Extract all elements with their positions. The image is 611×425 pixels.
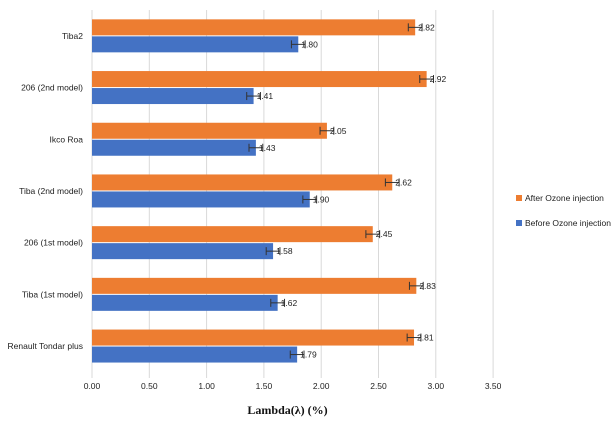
- data-label: 2.62: [395, 177, 412, 187]
- x-tick-label: 0.00: [84, 381, 101, 391]
- category-label: Tiba2: [62, 31, 83, 41]
- data-label: 2.45: [376, 229, 393, 239]
- data-label: 2.82: [418, 22, 435, 32]
- x-tick-label: 3.50: [485, 381, 502, 391]
- category-label: 206 (2nd model): [21, 83, 83, 93]
- x-tick-label: 2.50: [370, 381, 387, 391]
- category-label: 206 (1st model): [24, 238, 83, 248]
- bar: [92, 19, 416, 36]
- data-label: 1.79: [300, 350, 317, 360]
- category-label: Tiba (2nd model): [19, 186, 83, 196]
- bar: [92, 122, 327, 139]
- category-label: Renault Tondar plus: [8, 341, 83, 351]
- x-axis-title: Lambda(λ) (%): [247, 403, 327, 417]
- data-label: 1.43: [259, 143, 276, 153]
- data-label: 2.92: [430, 74, 447, 84]
- x-tick-label: 3.00: [428, 381, 445, 391]
- legend-label: Before Ozone injection: [525, 218, 611, 228]
- legend: After Ozone injection Before Ozone inject…: [516, 193, 611, 228]
- data-label: 1.41: [257, 91, 274, 101]
- data-label: 2.83: [419, 281, 436, 291]
- legend-label: After Ozone injection: [525, 193, 604, 203]
- bars: [92, 19, 435, 363]
- bar: [92, 294, 278, 311]
- data-label: 1.80: [301, 39, 318, 49]
- data-label: 2.05: [330, 126, 347, 136]
- x-tick-label: 0.50: [141, 381, 158, 391]
- bar: [92, 329, 415, 346]
- bar: [92, 71, 427, 88]
- x-tick-label: 1.00: [198, 381, 215, 391]
- data-label: 2.81: [417, 333, 434, 343]
- labels: 0.00 0.50 1.00 1.50 2.00 2.50 3.00 3.50 Tiba2 2.8…: [8, 22, 502, 391]
- bar: [92, 174, 393, 191]
- data-label: 1.90: [313, 194, 330, 204]
- bar: [92, 139, 256, 156]
- bar: [92, 243, 274, 260]
- category-label: Tiba (1st model): [22, 289, 83, 299]
- bar: [92, 88, 254, 105]
- data-label: 1.58: [276, 246, 293, 256]
- legend-swatch: [516, 220, 522, 226]
- x-tick-label: 1.50: [256, 381, 273, 391]
- bar: [92, 346, 298, 363]
- bar: [92, 277, 417, 294]
- x-tick-label: 2.00: [313, 381, 330, 391]
- bar: [92, 226, 373, 243]
- bar: [92, 191, 310, 208]
- bar: [92, 36, 299, 53]
- category-label: Ikco Roa: [49, 134, 83, 144]
- data-label: 1.62: [281, 298, 298, 308]
- legend-swatch: [516, 195, 522, 201]
